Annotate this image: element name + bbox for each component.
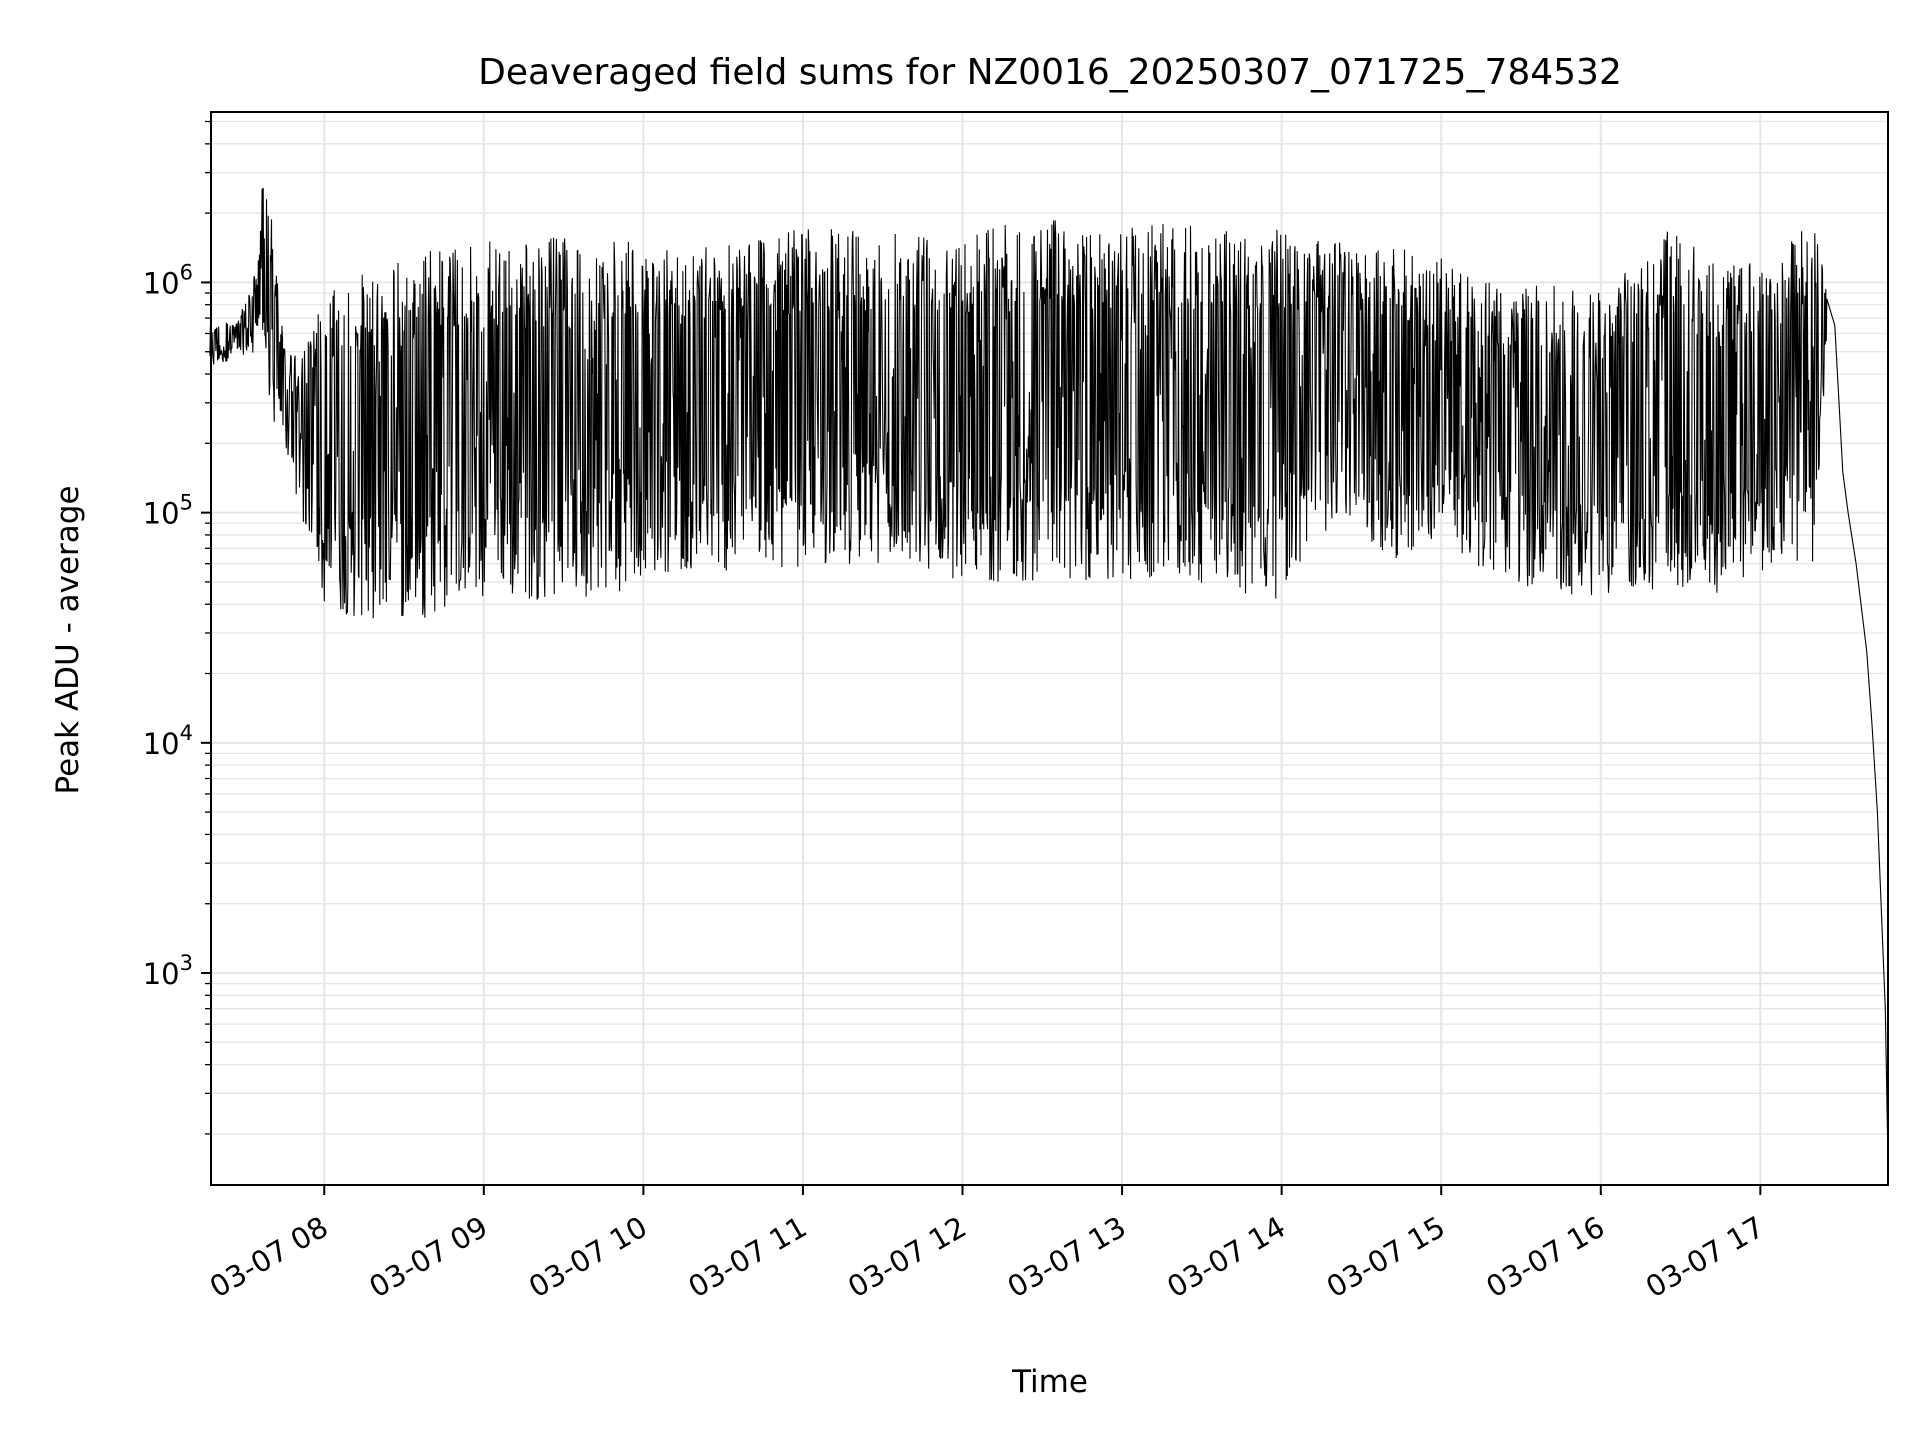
x-tick-label: 03-07 12 xyxy=(842,1210,972,1305)
y-tick-exponent: 5 xyxy=(180,491,193,515)
chart-title: Deaveraged field sums for NZ0016_2025030… xyxy=(478,52,1622,93)
x-tick-label: 03-07 10 xyxy=(523,1210,653,1305)
series-line xyxy=(209,187,1889,1163)
x-axis-label: Time xyxy=(1011,1364,1088,1400)
y-axis-label: Peak ADU - average xyxy=(50,485,86,794)
plot-area-frame xyxy=(210,111,1889,1186)
x-axis-ticks: 03-07 08 03-07 09 03-07 10 03-07 11 03-07 12… xyxy=(204,1185,1770,1304)
x-tick-label: 03-07 17 xyxy=(1640,1210,1770,1305)
y-tick-exponent: 4 xyxy=(180,721,193,745)
y-tick-label: 104 xyxy=(143,721,193,761)
y-tick-exponent: 3 xyxy=(180,951,193,975)
y-tick-base: 10 xyxy=(143,727,180,761)
x-tick-label: 03-07 15 xyxy=(1321,1210,1451,1305)
y-tick-exponent: 6 xyxy=(180,260,193,284)
x-tick-label: 03-07 09 xyxy=(363,1210,493,1305)
x-tick-label: 03-07 11 xyxy=(683,1210,813,1305)
y-tick-label: 103 xyxy=(143,951,193,991)
y-tick-label: 106 xyxy=(143,260,193,300)
x-tick-label: 03-07 16 xyxy=(1480,1210,1610,1305)
minor-gridlines xyxy=(211,120,1888,1135)
y-tick-base: 10 xyxy=(143,266,180,300)
y-tick-label: 105 xyxy=(143,491,193,531)
x-tick-label: 03-07 13 xyxy=(1002,1210,1132,1305)
series-layer xyxy=(209,187,1889,1163)
x-tick-label: 03-07 14 xyxy=(1161,1210,1291,1305)
x-tick-label: 03-07 08 xyxy=(204,1210,334,1305)
y-tick-base: 10 xyxy=(143,497,180,531)
y-tick-base: 10 xyxy=(143,957,180,991)
